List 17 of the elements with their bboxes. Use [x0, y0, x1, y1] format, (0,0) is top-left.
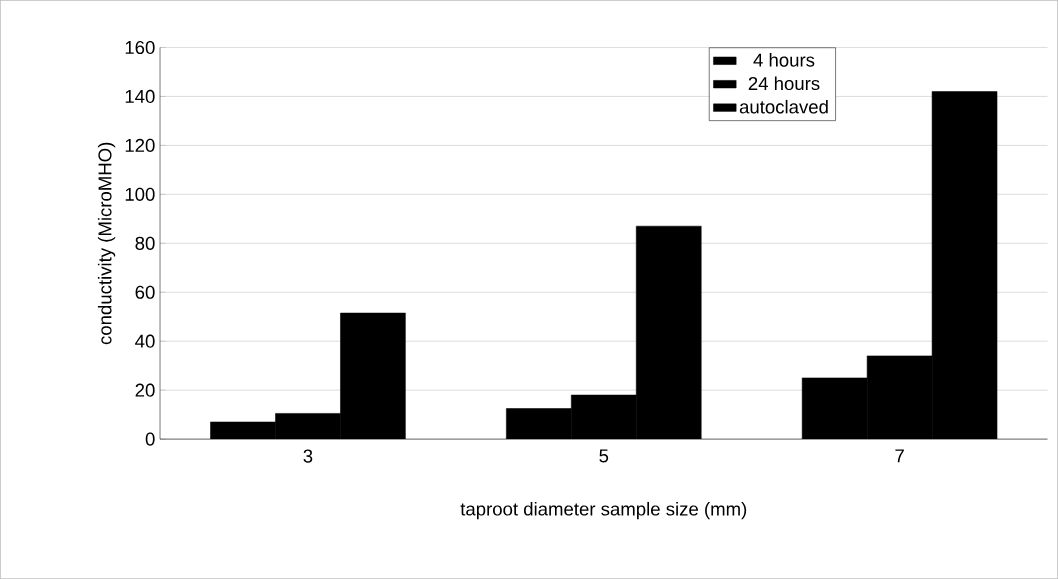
legend-label: 4 hours [753, 53, 815, 67]
x-axis-title: taproot diameter sample size (mm) [460, 501, 747, 520]
y-tick-label: 40 [135, 334, 155, 348]
y-tick-label: 60 [135, 285, 155, 299]
y-tick-label: 120 [125, 138, 155, 152]
y-tick-label: 140 [125, 89, 155, 103]
legend-label: autoclaved [739, 99, 828, 114]
x-tick-label: 7 [895, 449, 904, 463]
y-tick-label: 20 [135, 383, 155, 397]
y-tick-label: 0 [145, 432, 155, 446]
y-axis-title: conductivity (MicroMHO) [97, 142, 116, 345]
legend-label: 24 hours [748, 76, 820, 91]
y-tick-label: 80 [135, 236, 155, 250]
x-tick-label: 3 [303, 449, 313, 463]
x-tick-label: 5 [599, 449, 609, 463]
y-tick-label: 160 [125, 40, 155, 55]
y-tick-label: 100 [125, 187, 155, 201]
